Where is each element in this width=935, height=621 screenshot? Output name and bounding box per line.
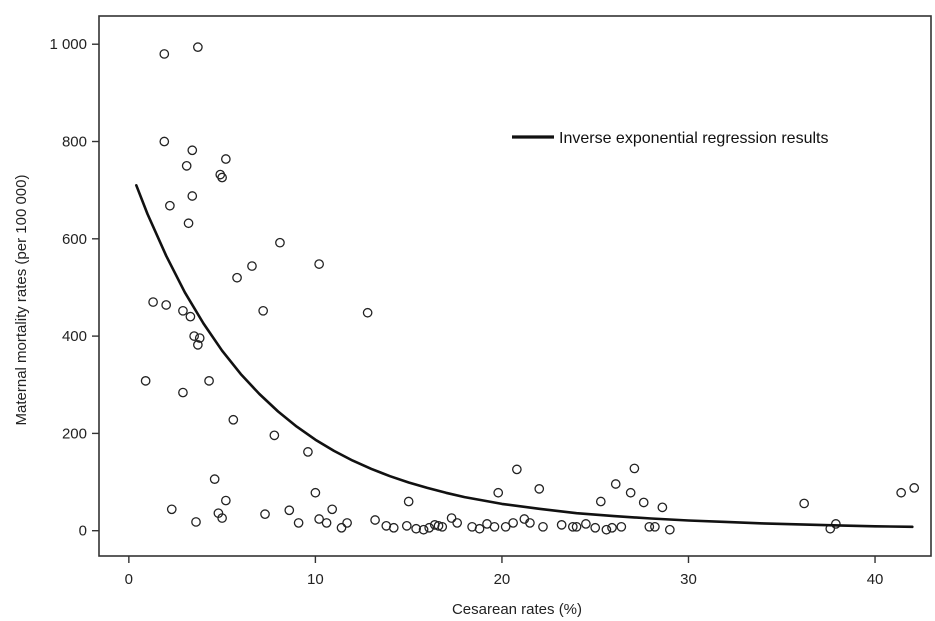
- x-axis: 0 10 20 30 40: [125, 556, 884, 588]
- legend: Inverse exponential regression results: [512, 130, 828, 147]
- y-tick-label: 600: [62, 231, 87, 248]
- data-point: [897, 489, 905, 497]
- data-point: [294, 519, 302, 527]
- data-point: [509, 519, 517, 527]
- y-axis: 0 200 400 600 800 1 000: [49, 36, 99, 539]
- data-point: [168, 505, 176, 513]
- data-point: [371, 516, 379, 524]
- data-point: [490, 523, 498, 531]
- data-point: [162, 301, 170, 309]
- data-point: [210, 475, 218, 483]
- data-point: [630, 464, 638, 472]
- data-point: [475, 525, 483, 533]
- data-point: [608, 524, 616, 532]
- data-point: [160, 50, 168, 58]
- data-point: [182, 162, 190, 170]
- data-point: [160, 137, 168, 145]
- data-point: [179, 388, 187, 396]
- data-point: [494, 489, 502, 497]
- data-point: [149, 298, 157, 306]
- data-point: [513, 465, 521, 473]
- data-point: [311, 489, 319, 497]
- data-point: [337, 524, 345, 532]
- data-point: [261, 510, 269, 518]
- data-point: [403, 522, 411, 530]
- data-point: [229, 416, 237, 424]
- data-point: [832, 520, 840, 528]
- data-point: [205, 377, 213, 385]
- data-point: [591, 524, 599, 532]
- data-point: [640, 498, 648, 506]
- data-point: [582, 520, 590, 528]
- x-axis-title: Cesarean rates (%): [452, 601, 582, 618]
- data-point: [328, 505, 336, 513]
- data-point: [186, 312, 194, 320]
- x-tick-label: 40: [867, 571, 884, 588]
- y-tick-label: 0: [79, 523, 87, 540]
- data-point: [222, 155, 230, 163]
- y-axis-title: Maternal mortality rates (per 100 000): [13, 175, 30, 426]
- data-point: [658, 503, 666, 511]
- data-point: [270, 431, 278, 439]
- x-tick-label: 20: [494, 571, 511, 588]
- data-point: [188, 192, 196, 200]
- data-point: [184, 219, 192, 227]
- data-point: [617, 523, 625, 531]
- regression-curve: [136, 185, 912, 527]
- data-point: [602, 526, 610, 534]
- plot-frame: [99, 16, 931, 556]
- data-points: [141, 43, 918, 534]
- data-point: [194, 43, 202, 51]
- data-point: [166, 202, 174, 210]
- data-point: [315, 260, 323, 268]
- y-tick-label: 200: [62, 425, 87, 442]
- data-point: [190, 332, 198, 340]
- data-point: [597, 497, 605, 505]
- data-point: [404, 497, 412, 505]
- legend-label: Inverse exponential regression results: [559, 130, 828, 147]
- data-point: [651, 523, 659, 531]
- data-point: [179, 307, 187, 315]
- data-point: [453, 519, 461, 527]
- data-point: [276, 239, 284, 247]
- data-point: [218, 173, 226, 181]
- data-point: [322, 519, 330, 527]
- y-tick-label: 1 000: [49, 36, 87, 53]
- data-point: [390, 524, 398, 532]
- data-point: [222, 496, 230, 504]
- data-point: [363, 309, 371, 317]
- data-point: [910, 484, 918, 492]
- x-tick-label: 10: [307, 571, 324, 588]
- data-point: [343, 519, 351, 527]
- data-point: [626, 489, 634, 497]
- data-point: [233, 274, 241, 282]
- y-tick-label: 800: [62, 134, 87, 151]
- data-point: [259, 307, 267, 315]
- y-tick-label: 400: [62, 328, 87, 345]
- data-point: [557, 521, 565, 529]
- x-tick-label: 0: [125, 571, 133, 588]
- data-point: [800, 499, 808, 507]
- data-point: [248, 262, 256, 270]
- data-point: [304, 448, 312, 456]
- data-point: [666, 526, 674, 534]
- data-point: [285, 506, 293, 514]
- x-tick-label: 30: [680, 571, 697, 588]
- data-point: [188, 146, 196, 154]
- data-point: [141, 377, 149, 385]
- data-point: [447, 514, 455, 522]
- data-point: [192, 518, 200, 526]
- data-point: [539, 523, 547, 531]
- data-point: [612, 480, 620, 488]
- data-point: [535, 485, 543, 493]
